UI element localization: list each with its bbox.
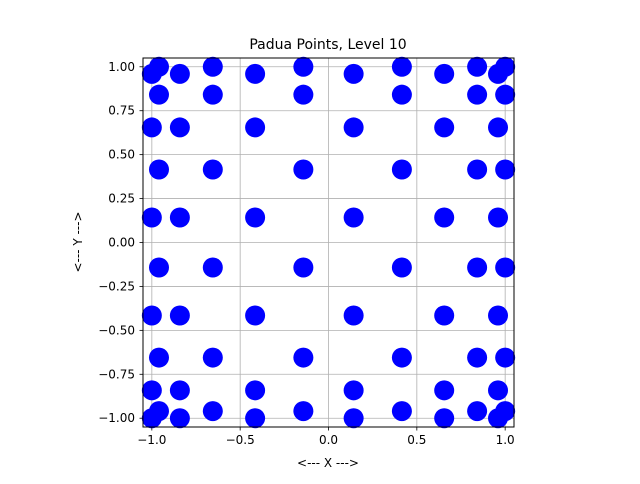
y-axis-ticks: −1.00 −0.75 −0.50 −0.25 0.00 0.25 0.50 0.75 1.00 — [98, 60, 143, 425]
x-tick-label-0: −1.0 — [137, 433, 166, 447]
data-point-55 — [467, 347, 488, 368]
data-point-3 — [141, 207, 162, 228]
data-point-16 — [169, 117, 190, 138]
data-point-6 — [148, 401, 169, 422]
y-tick-label-8: 1.00 — [108, 60, 135, 74]
data-point-20 — [202, 257, 223, 278]
data-point-24 — [245, 408, 266, 429]
y-tick-label-5: 0.25 — [108, 192, 135, 206]
data-point-35 — [293, 56, 314, 77]
x-tick-label-4: 1.0 — [496, 433, 515, 447]
data-point-54 — [467, 401, 488, 422]
data-point-59 — [467, 56, 488, 77]
data-point-9 — [148, 159, 169, 180]
x-axis-ticks: −1.0 −0.5 0.0 0.5 1.0 — [137, 427, 515, 447]
data-point-19 — [202, 347, 223, 368]
data-point-45 — [391, 159, 412, 180]
data-point-38 — [343, 305, 364, 326]
data-point-15 — [169, 207, 190, 228]
data-point-49 — [434, 380, 455, 401]
y-tick-label-6: 0.50 — [108, 148, 135, 162]
data-point-70 — [495, 84, 516, 105]
data-point-8 — [148, 257, 169, 278]
data-point-44 — [391, 257, 412, 278]
data-point-29 — [245, 63, 266, 84]
data-point-43 — [391, 347, 412, 368]
grid-lines — [143, 58, 514, 427]
data-point-63 — [488, 207, 509, 228]
x-axis-label: <--- X ---> — [297, 456, 359, 470]
data-point-1 — [141, 380, 162, 401]
data-point-10 — [148, 84, 169, 105]
data-point-66 — [495, 401, 516, 422]
data-point-32 — [293, 257, 314, 278]
data-point-2 — [141, 305, 162, 326]
data-point-14 — [169, 305, 190, 326]
data-point-17 — [169, 63, 190, 84]
data-point-57 — [467, 159, 488, 180]
data-point-7 — [148, 347, 169, 368]
data-point-30 — [293, 401, 314, 422]
data-point-41 — [343, 63, 364, 84]
data-points — [141, 56, 516, 429]
data-point-58 — [467, 84, 488, 105]
data-point-11 — [148, 56, 169, 77]
data-point-47 — [391, 56, 412, 77]
data-point-50 — [434, 305, 455, 326]
y-axis-label: <--- Y ---> — [71, 211, 85, 272]
x-tick-label-1: −0.5 — [226, 433, 255, 447]
data-point-62 — [488, 305, 509, 326]
data-point-52 — [434, 117, 455, 138]
y-tick-label-2: −0.50 — [98, 323, 135, 337]
data-point-40 — [343, 117, 364, 138]
data-point-69 — [495, 159, 516, 180]
data-point-22 — [202, 84, 223, 105]
data-point-71 — [495, 56, 516, 77]
x-tick-label-3: 0.5 — [407, 433, 426, 447]
data-point-67 — [495, 347, 516, 368]
data-point-42 — [391, 401, 412, 422]
data-point-36 — [343, 408, 364, 429]
data-point-34 — [293, 84, 314, 105]
data-point-23 — [202, 56, 223, 77]
chart-title: Padua Points, Level 10 — [249, 37, 406, 53]
data-point-18 — [202, 401, 223, 422]
data-point-39 — [343, 207, 364, 228]
y-tick-label-0: −1.00 — [98, 411, 135, 425]
data-point-46 — [391, 84, 412, 105]
data-point-13 — [169, 380, 190, 401]
data-point-37 — [343, 380, 364, 401]
y-tick-label-7: 0.75 — [108, 104, 135, 118]
y-tick-label-3: −0.25 — [98, 279, 135, 293]
data-point-53 — [434, 63, 455, 84]
data-point-27 — [245, 207, 266, 228]
data-point-28 — [245, 117, 266, 138]
data-point-68 — [495, 257, 516, 278]
data-point-56 — [467, 257, 488, 278]
data-point-48 — [434, 408, 455, 429]
data-point-33 — [293, 159, 314, 180]
data-point-61 — [488, 380, 509, 401]
data-point-4 — [141, 117, 162, 138]
x-tick-label-2: 0.0 — [319, 433, 338, 447]
data-point-51 — [434, 207, 455, 228]
data-point-12 — [169, 408, 190, 429]
data-point-21 — [202, 159, 223, 180]
data-point-25 — [245, 380, 266, 401]
y-tick-label-1: −0.75 — [98, 367, 135, 381]
y-tick-label-4: 0.00 — [108, 236, 135, 250]
data-point-26 — [245, 305, 266, 326]
data-point-31 — [293, 347, 314, 368]
data-point-64 — [488, 117, 509, 138]
